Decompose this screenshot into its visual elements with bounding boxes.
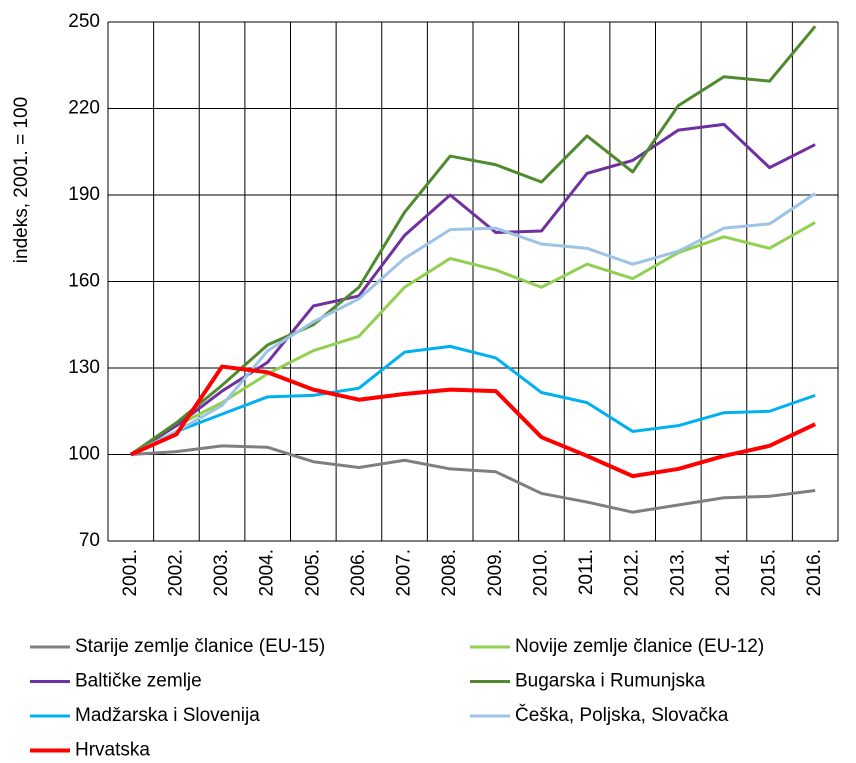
series-line [130,221,816,456]
y-tick-label: 70 [79,530,100,551]
x-tick-label: 2016. [804,549,825,597]
x-tick-label: 2009. [485,549,506,597]
y-tick-label: 220 [68,98,100,119]
x-tick-label: 2004. [257,549,278,597]
x-tick-label: 2012. [622,549,643,597]
x-tick-label: 2003. [211,549,232,597]
legend-label: Baltičke zemlje [75,671,202,692]
x-tick-label: 2002. [165,549,186,597]
legend-label: Starije zemlje članice (EU-15) [75,636,325,657]
legend-label: Češka, Poljska, Slovačka [515,704,729,726]
y-tick-label: 250 [68,11,100,32]
x-tick-label: 2001. [120,549,141,597]
x-tick-label: 2011. [576,549,597,595]
y-tick-label: 100 [68,444,100,465]
series-line [130,344,816,456]
x-tick-label: 2014. [713,549,734,597]
legend-label: Madžarska i Slovenija [75,705,260,726]
x-tick-label: 2010. [530,549,551,597]
x-tick-label: 2006. [348,549,369,597]
legend-label: Novije zemlje članice (EU-12) [515,636,764,657]
series-line [130,192,817,456]
x-tick-label: 2005. [302,549,323,597]
y-axis-label: indeks, 2001. = 100 [11,97,32,263]
legend-label: Hrvatska [75,740,150,758]
y-tick-label: 130 [68,357,100,378]
x-tick-label: 2008. [439,549,460,597]
series-line [130,444,816,514]
series-line [129,25,817,456]
x-tick-label: 2007. [394,549,415,597]
series-line [130,364,817,479]
x-tick-label: 2013. [667,549,688,597]
legend-label: Bugarska i Rumunjska [515,671,706,692]
y-tick-label: 190 [68,184,100,205]
x-tick-label: 2015. [759,549,780,597]
y-tick-label: 160 [68,271,100,292]
